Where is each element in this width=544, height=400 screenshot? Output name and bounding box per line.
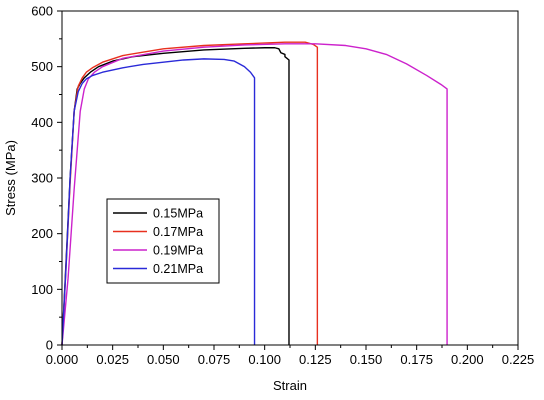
x-tick-label: 0.150: [350, 352, 383, 367]
y-tick-label: 400: [31, 115, 53, 130]
plot-frame: [61, 10, 519, 346]
series-line-0-21mpa: [61, 58, 256, 346]
x-tick-label: 0.225: [502, 352, 535, 367]
x-tick-label: 0.125: [299, 352, 332, 367]
x-tick-label: 0.100: [248, 352, 281, 367]
x-tick-label: 0.075: [198, 352, 231, 367]
y-tick-label: 100: [31, 282, 53, 297]
series-line-0-17mpa: [61, 41, 319, 346]
y-tick-label: 200: [31, 226, 53, 241]
y-tick-label: 500: [31, 59, 53, 74]
x-tick-label: 0.175: [400, 352, 433, 367]
x-axis-ticks: 0.000 0.025 0.050 0.075 0.100 0.125 0.150 0.175…: [46, 345, 535, 367]
x-axis-label: Strain: [273, 378, 307, 393]
x-tick-label: 0.200: [451, 352, 484, 367]
y-tick-label: 0: [46, 338, 53, 353]
y-axis-ticks: 0 100 200 300 400 500 600: [31, 4, 62, 353]
series-line-0-19mpa: [61, 43, 448, 346]
y-tick-label: 300: [31, 171, 53, 186]
x-tick-label: 0.025: [96, 352, 129, 367]
legend-label: 0.15MPa: [153, 207, 203, 221]
legend-label: 0.19MPa: [153, 244, 203, 258]
y-axis-label: Stress (MPa): [3, 140, 18, 216]
x-tick-label: 0.000: [46, 352, 79, 367]
y-tick-label: 600: [31, 4, 53, 19]
legend-label: 0.21MPa: [153, 262, 203, 276]
legend-label: 0.17MPa: [153, 225, 203, 239]
legend: 0.15MPa 0.17MPa 0.19MPa 0.21MPa: [106, 198, 220, 284]
series-curves: [61, 41, 448, 346]
x-tick-label: 0.050: [147, 352, 180, 367]
